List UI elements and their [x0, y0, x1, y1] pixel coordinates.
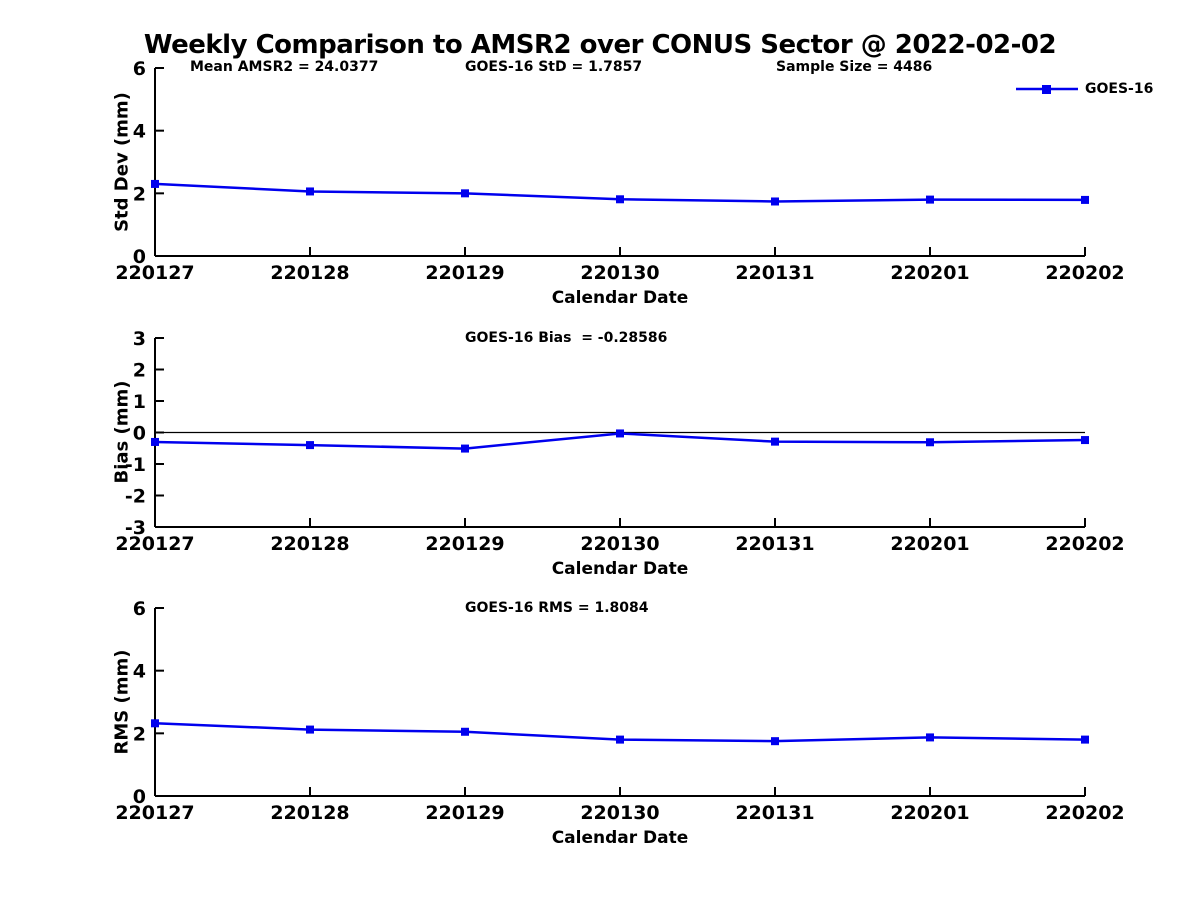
y-tick-label: 2: [133, 360, 146, 382]
data-point: [616, 429, 624, 438]
x-tick-label: 220129: [425, 262, 504, 284]
y-tick-label: 1: [133, 391, 146, 413]
bias-y-axis-label: Bias (mm): [111, 380, 133, 484]
legend-label: GOES-16: [1085, 81, 1154, 97]
legend-line-marker-icon: [1016, 85, 1078, 94]
data-point: [771, 197, 779, 206]
x-tick-label: 220201: [890, 262, 969, 284]
stddev-x-axis-label: Calendar Date: [551, 288, 689, 308]
data-point: [461, 444, 469, 453]
data-point: [926, 733, 934, 742]
data-point: [771, 737, 779, 746]
x-tick-label: 220131: [735, 802, 814, 824]
x-tick-label: 220201: [890, 802, 969, 824]
y-tick-label: 4: [133, 121, 146, 143]
x-tick-label: 220129: [425, 802, 504, 824]
x-tick-label: 220127: [115, 533, 194, 555]
data-point: [1081, 436, 1089, 445]
x-tick-label: 220202: [1045, 533, 1124, 555]
y-tick-label: 3: [133, 328, 146, 350]
data-point: [461, 727, 469, 736]
data-point: [771, 437, 779, 446]
x-tick-label: 220128: [270, 262, 349, 284]
data-point: [616, 195, 624, 204]
bias-annotation: GOES-16 Bias = -0.28586: [465, 330, 668, 346]
data-point: [151, 719, 159, 728]
y-tick-label: 4: [133, 661, 146, 683]
x-tick-label: 220131: [735, 262, 814, 284]
data-point: [151, 179, 159, 188]
y-tick-label: 6: [133, 598, 146, 620]
x-tick-label: 220128: [270, 533, 349, 555]
y-tick-label: 0: [133, 786, 146, 808]
data-point: [306, 725, 314, 734]
x-tick-label: 220130: [580, 533, 659, 555]
data-point: [461, 189, 469, 198]
x-tick-label: 220130: [580, 802, 659, 824]
x-tick-label: 220202: [1045, 262, 1124, 284]
y-tick-label: -1: [125, 454, 146, 476]
data-point: [1081, 735, 1089, 744]
legend: GOES-16: [1016, 81, 1154, 97]
stddev-annotation-goes16-std: GOES-16 StD = 1.7857: [465, 59, 643, 75]
stddev-annotation-sample-size: Sample Size = 4486: [776, 59, 933, 75]
x-tick-label: 220127: [115, 262, 194, 284]
stddev-y-axis-label: Std Dev (mm): [111, 92, 133, 232]
y-tick-label: 6: [133, 58, 146, 80]
data-point: [306, 441, 314, 450]
y-tick-label: 0: [133, 246, 146, 268]
x-tick-label: 220201: [890, 533, 969, 555]
data-point: [926, 438, 934, 447]
rms-x-axis-label: Calendar Date: [551, 828, 689, 848]
rms-y-axis-label: RMS (mm): [111, 649, 133, 755]
x-tick-label: 220130: [580, 262, 659, 284]
data-point: [151, 437, 159, 446]
rms-annotation: GOES-16 RMS = 1.8084: [465, 600, 649, 616]
x-tick-label: 220127: [115, 802, 194, 824]
stddev-annotation-mean-amsr2: Mean AMSR2 = 24.0377: [190, 59, 379, 75]
x-tick-label: 220202: [1045, 802, 1124, 824]
data-point: [1081, 195, 1089, 204]
data-point: [926, 195, 934, 204]
y-tick-label: -2: [125, 486, 146, 508]
x-tick-label: 220128: [270, 802, 349, 824]
y-tick-label: 2: [133, 723, 146, 745]
bias-x-axis-label: Calendar Date: [551, 559, 689, 579]
y-tick-label: 2: [133, 183, 146, 205]
data-point: [306, 187, 314, 196]
x-tick-label: 220129: [425, 533, 504, 555]
y-tick-label: 0: [133, 423, 146, 445]
y-tick-label: -3: [125, 517, 146, 539]
figure-title: Weekly Comparison to AMSR2 over CONUS Se…: [143, 30, 1057, 60]
data-point: [616, 735, 624, 744]
x-tick-label: 220131: [735, 533, 814, 555]
